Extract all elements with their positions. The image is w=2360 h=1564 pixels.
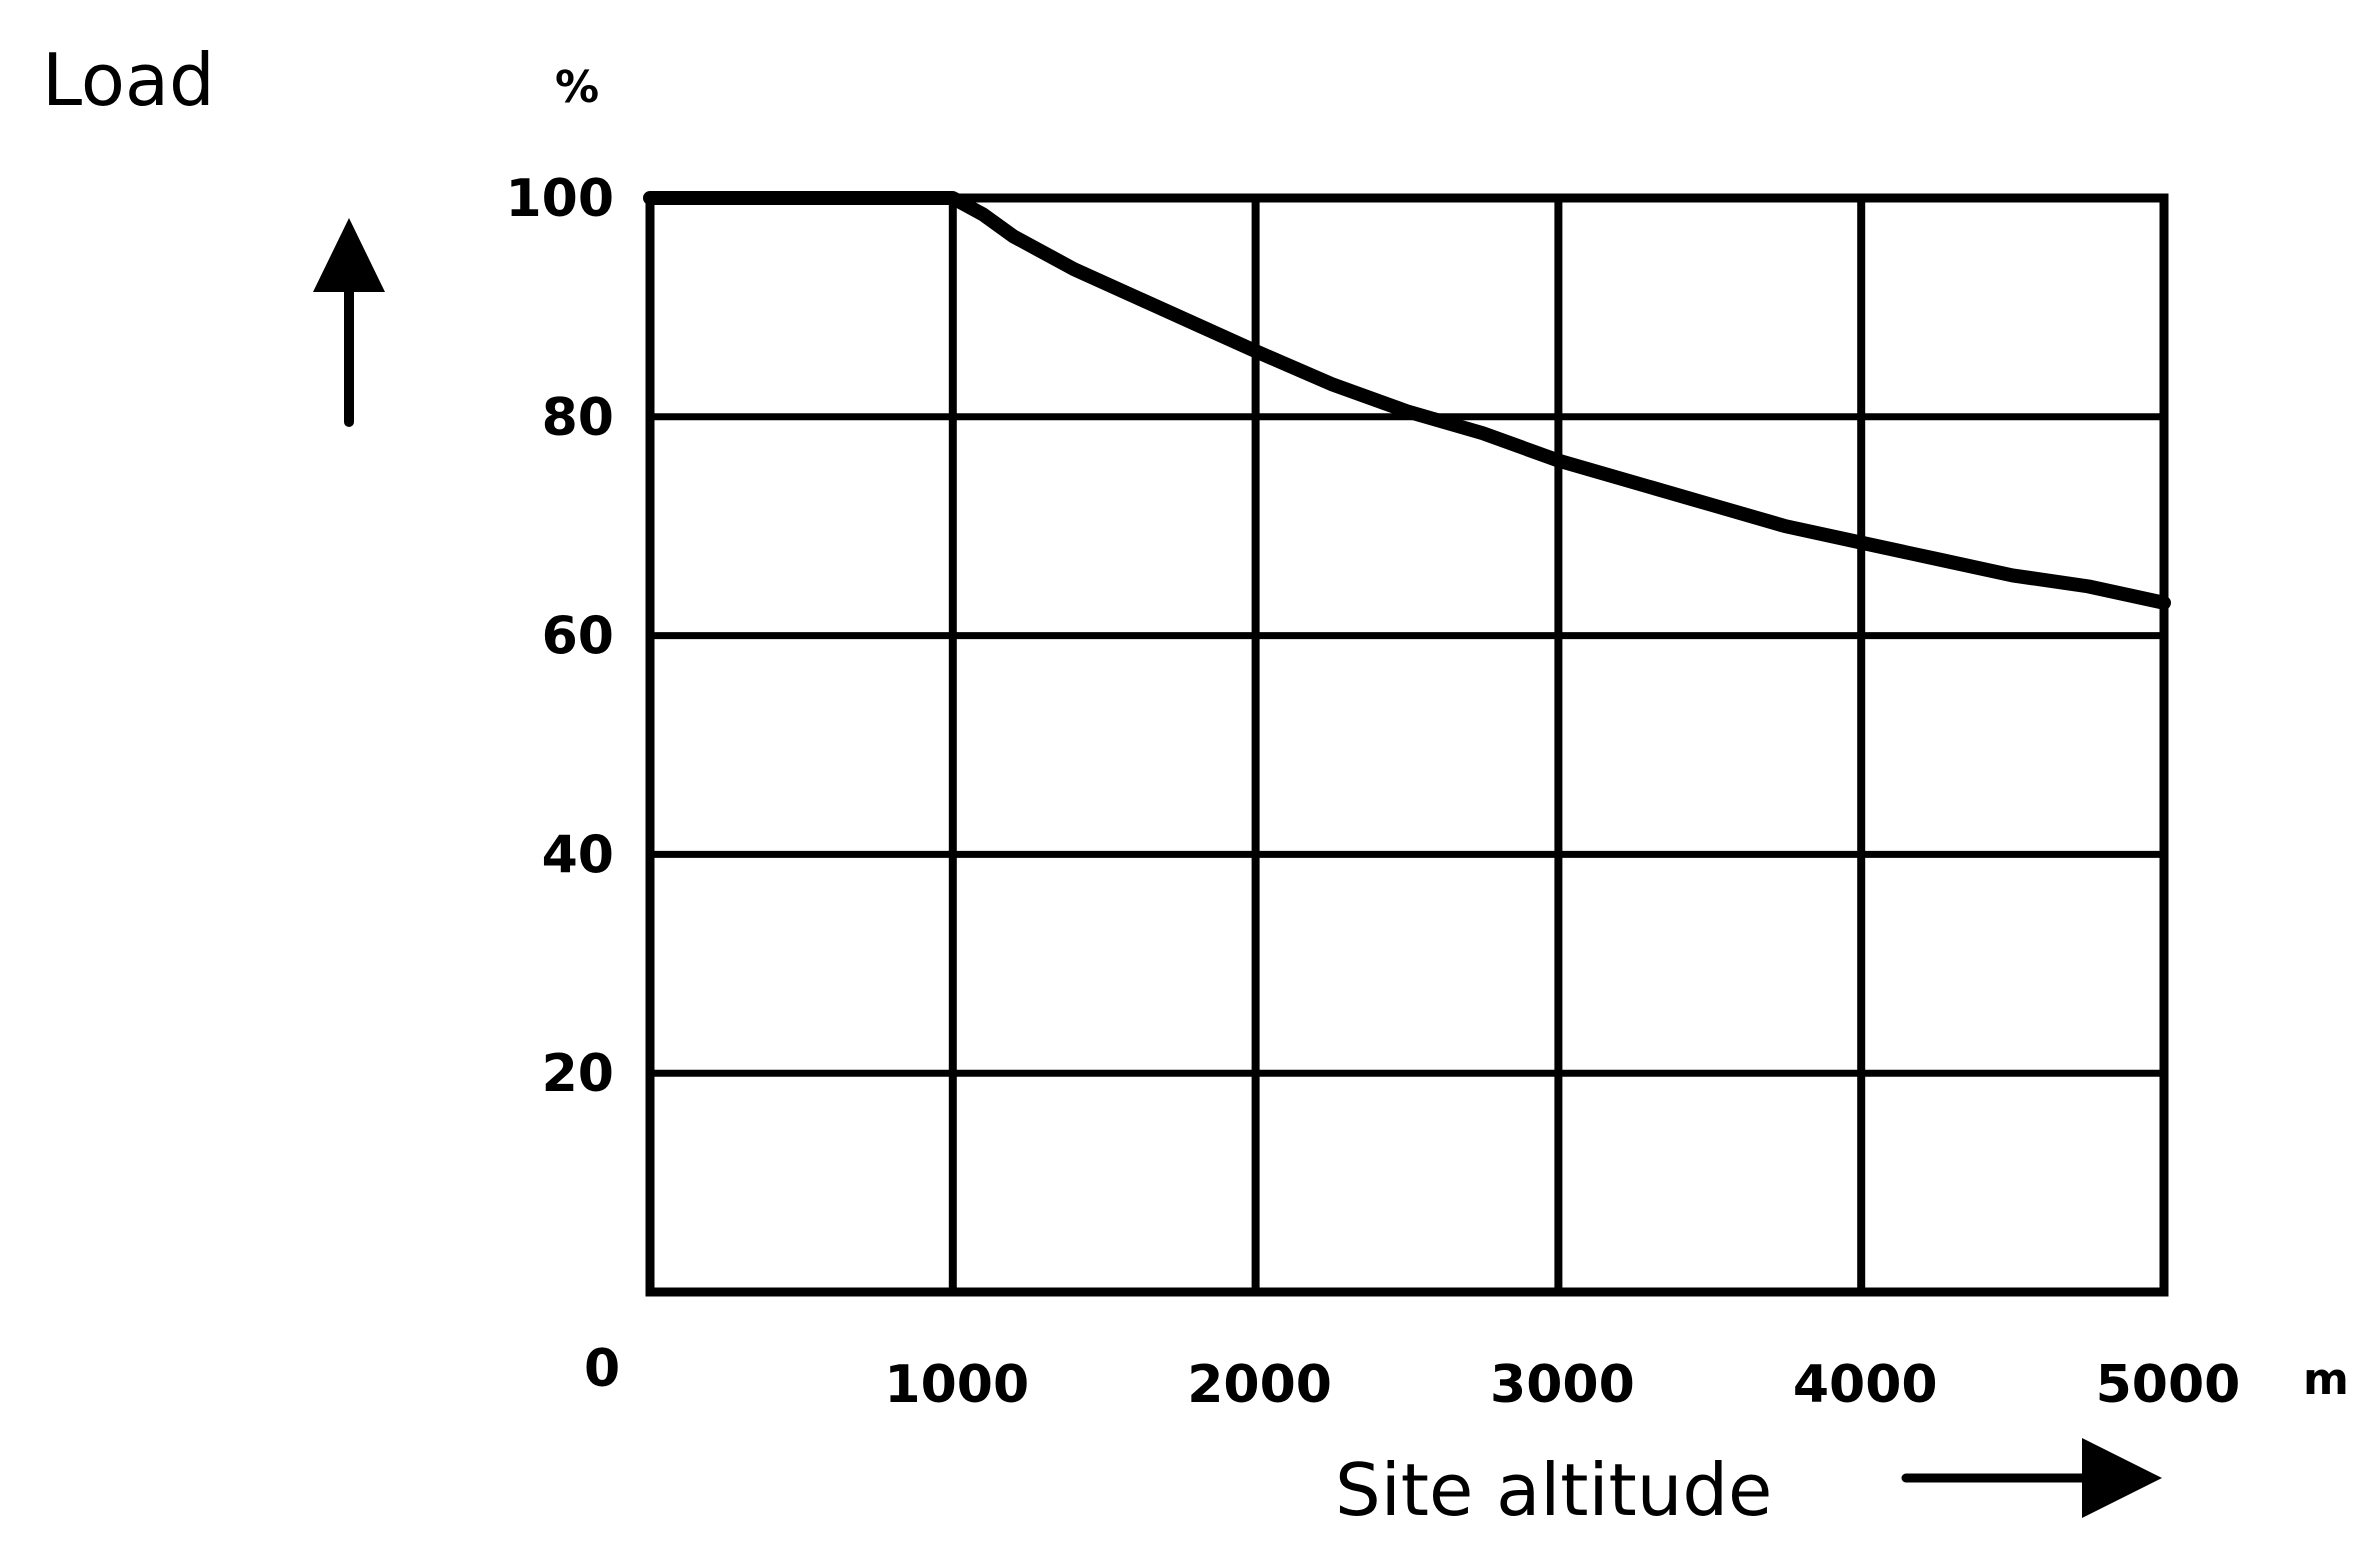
x-axis-arrow-icon — [1901, 1438, 2162, 1518]
x-axis-unit: m — [2303, 1354, 2349, 1405]
x-tick-label: 4000 — [1793, 1355, 1938, 1415]
y-tick-label: 40 — [542, 825, 614, 885]
y-tick-label: 100 — [505, 169, 614, 229]
grid — [645, 193, 2169, 1297]
x-axis-title: Site altitude — [1335, 1448, 1772, 1532]
y-tick-label: 80 — [542, 388, 614, 448]
tick-labels: 1000 2000 3000 4000 5000 20 40 60 80 100 — [505, 169, 2240, 1415]
y-axis-title: Load — [42, 38, 215, 122]
origin-tick-label: 0 — [584, 1339, 620, 1399]
series-line-load — [643, 191, 2171, 610]
series — [643, 191, 2171, 610]
plot-frame — [645, 193, 2169, 1297]
y-tick-label: 60 — [542, 607, 614, 667]
x-tick-label: 3000 — [1490, 1355, 1635, 1415]
y-axis-unit: % — [555, 62, 599, 113]
y-axis-arrow-icon — [313, 218, 385, 427]
x-tick-label: 5000 — [2096, 1355, 2241, 1415]
x-tick-label: 1000 — [884, 1355, 1029, 1415]
x-tick-label: 2000 — [1187, 1355, 1332, 1415]
y-tick-label: 20 — [542, 1044, 614, 1104]
